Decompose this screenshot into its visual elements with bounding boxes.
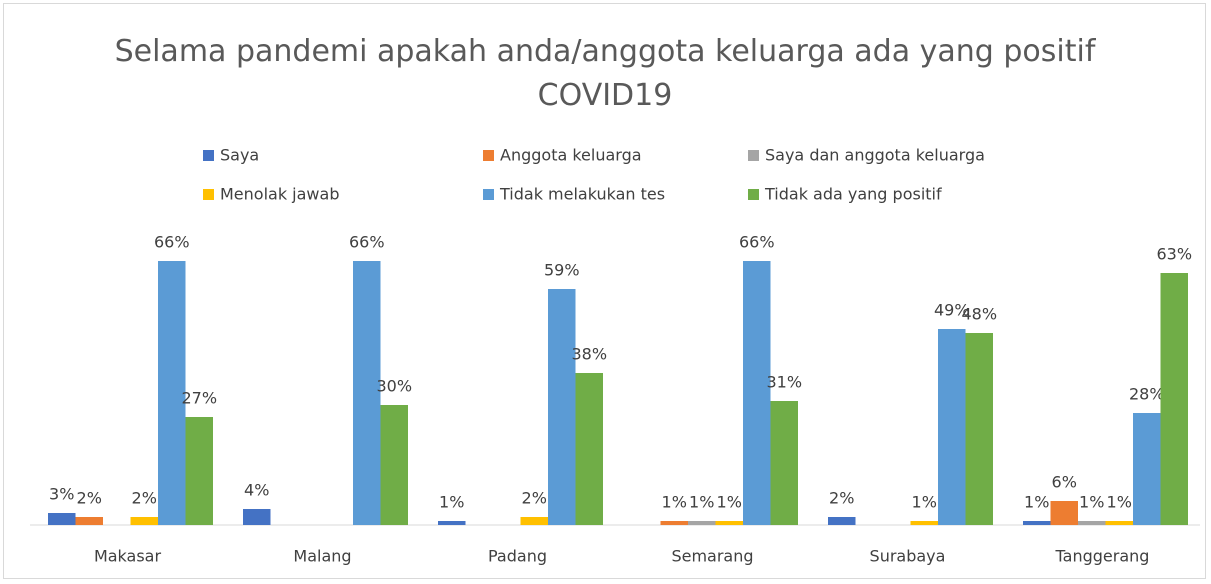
legend-label: Anggota keluarga [500, 146, 642, 165]
bar [548, 289, 576, 525]
data-label: 2% [77, 489, 102, 508]
bar [130, 517, 158, 525]
bar [380, 405, 408, 525]
x-tick-label: Semarang [671, 547, 753, 566]
data-label: 49% [934, 301, 970, 320]
data-label: 66% [349, 233, 385, 252]
bar [965, 333, 993, 525]
data-label: 66% [154, 233, 190, 252]
legend-label: Menolak jawab [220, 185, 339, 204]
bar [243, 509, 271, 525]
legend-label: Tidak ada yang positif [764, 185, 942, 204]
bar [48, 513, 76, 525]
bar [743, 261, 771, 525]
bar [715, 521, 743, 525]
bar [1105, 521, 1133, 525]
bar [828, 517, 856, 525]
legend-swatch [203, 150, 214, 161]
data-label: 2% [522, 489, 547, 508]
bar [185, 417, 213, 525]
x-tick-label: Makasar [94, 547, 162, 566]
data-label: 28% [1129, 385, 1165, 404]
bar [1023, 521, 1051, 525]
legend-label: Tidak melakukan tes [499, 185, 665, 204]
bar [688, 521, 716, 525]
data-label: 30% [376, 377, 412, 396]
bar [75, 517, 103, 525]
data-label: 48% [961, 305, 997, 324]
bar [910, 521, 938, 525]
legend-swatch [748, 189, 759, 200]
bar [938, 329, 966, 525]
legend-swatch [483, 189, 494, 200]
x-tick-label: Malang [293, 547, 351, 566]
data-label: 66% [739, 233, 775, 252]
data-label: 1% [1079, 493, 1104, 512]
data-label: 1% [717, 493, 742, 512]
bar [575, 373, 603, 525]
legend-swatch [483, 150, 494, 161]
chart-border [3, 3, 1206, 579]
x-tick-label: Padang [488, 547, 547, 566]
bar [438, 521, 466, 525]
data-label: 1% [689, 493, 714, 512]
bar [520, 517, 548, 525]
legend-swatch [203, 189, 214, 200]
data-label: 27% [181, 389, 217, 408]
data-label: 1% [1024, 493, 1049, 512]
data-label: 1% [1107, 493, 1132, 512]
data-label: 59% [544, 261, 580, 280]
data-label: 1% [912, 493, 937, 512]
data-label: 63% [1156, 245, 1192, 264]
bar [1050, 501, 1078, 525]
bar [353, 261, 381, 525]
data-label: 4% [244, 481, 269, 500]
bar [1160, 273, 1188, 525]
data-label: 3% [49, 485, 74, 504]
data-label: 1% [439, 493, 464, 512]
legend-label: Saya dan anggota keluarga [765, 146, 985, 165]
x-tick-label: Surabaya [870, 547, 946, 566]
bar [1078, 521, 1106, 525]
bar [770, 401, 798, 525]
data-label: 31% [766, 373, 802, 392]
data-label: 1% [662, 493, 687, 512]
data-label: 38% [571, 345, 607, 364]
chart-title: Selama pandemi apakah anda/anggota kelua… [114, 34, 1096, 113]
legend-swatch [748, 150, 759, 161]
x-tick-label: Tanggerang [1055, 547, 1150, 566]
legend-label: Saya [220, 146, 259, 165]
bar [660, 521, 688, 525]
bar [1133, 413, 1161, 525]
bar [158, 261, 186, 525]
data-label: 2% [829, 489, 854, 508]
data-label: 6% [1052, 473, 1077, 492]
data-label: 2% [132, 489, 157, 508]
